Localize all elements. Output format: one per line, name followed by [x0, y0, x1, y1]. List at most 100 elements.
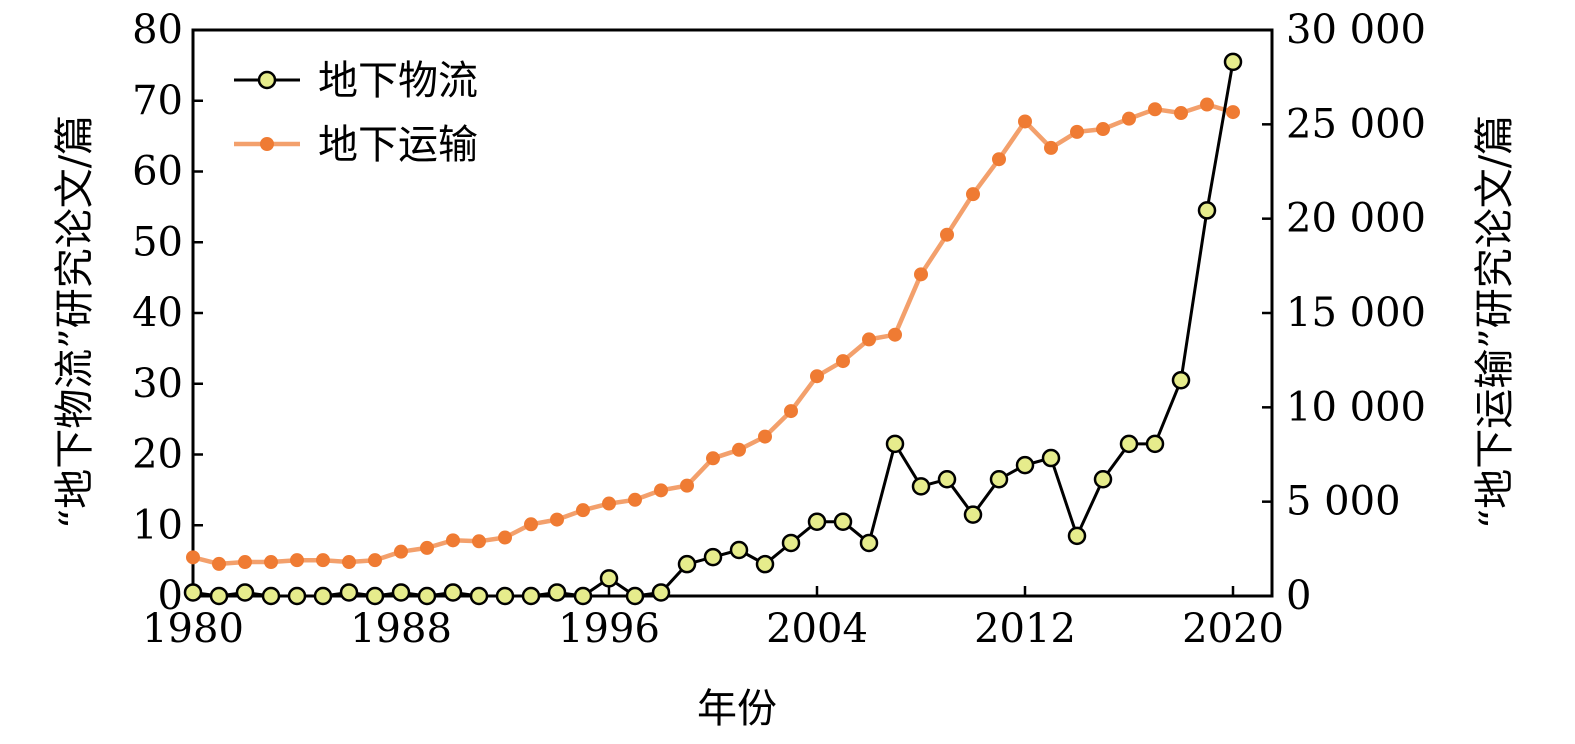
data-point [989, 470, 1009, 489]
data-point [209, 586, 229, 606]
data-point [521, 586, 541, 606]
data-point [992, 152, 1006, 167]
legend-label: 地下运输 [318, 122, 478, 168]
data-point [573, 586, 593, 606]
data-point [833, 512, 853, 531]
data-point [758, 429, 772, 444]
data-point [706, 451, 720, 466]
data-point [602, 496, 616, 511]
data-point [1015, 455, 1035, 475]
x-tick-label: 1996 [558, 606, 660, 652]
data-point [261, 586, 281, 606]
y-left-tick-label: 30 [132, 361, 183, 407]
data-point [885, 434, 905, 454]
y-left-tick-label: 60 [132, 149, 183, 195]
data-point [547, 583, 567, 602]
data-point [368, 553, 382, 568]
data-point [394, 544, 408, 559]
data-point [342, 555, 356, 570]
data-point [654, 483, 668, 498]
data-point [703, 547, 723, 567]
data-point [1200, 97, 1214, 112]
data-point [443, 583, 463, 602]
data-point [264, 555, 278, 570]
data-point [576, 503, 590, 518]
x-axis-title: 年份 [697, 686, 777, 732]
data-point [651, 583, 671, 602]
y-left-tick-label: 20 [132, 432, 183, 478]
data-point [1197, 201, 1217, 220]
y-right-tick-label: 25 000 [1286, 101, 1426, 147]
legend-marker [257, 70, 277, 90]
data-point [625, 586, 645, 606]
data-point [212, 556, 226, 571]
data-point [784, 404, 798, 419]
data-point [599, 569, 619, 588]
data-point [524, 517, 538, 532]
data-point [732, 442, 746, 457]
y-left-tick-label: 40 [132, 290, 183, 336]
data-point [238, 555, 252, 570]
data-point [550, 512, 564, 527]
data-point [1223, 52, 1243, 72]
data-point [420, 540, 434, 555]
data-point [755, 554, 775, 574]
y-right-tick-label: 5 000 [1286, 479, 1401, 525]
data-point [1018, 114, 1032, 129]
y-right-tick-label: 15 000 [1286, 290, 1426, 336]
data-point [911, 477, 931, 496]
y-axis-left-title: “地下物流”研究论文/篇 [52, 115, 98, 529]
data-point [807, 512, 827, 531]
x-tick-label: 1988 [350, 606, 452, 652]
data-point [316, 553, 330, 568]
data-point [391, 583, 411, 602]
data-point [628, 492, 642, 507]
y-left-tick-label: 0 [158, 573, 183, 619]
plot-frame [191, 28, 1274, 598]
y-right-tick-label: 10 000 [1286, 384, 1426, 430]
data-point [677, 554, 697, 574]
data-point [1119, 434, 1139, 454]
y-axis-right-title: “地下运输”研究论文/篇 [1472, 115, 1518, 529]
data-point [365, 586, 385, 606]
data-point [1041, 448, 1061, 468]
data-point [836, 354, 850, 369]
y-right-tick-label: 0 [1286, 573, 1311, 619]
data-point [914, 267, 928, 282]
legend-marker [260, 137, 274, 151]
series-layer [183, 52, 1243, 606]
data-point [1145, 434, 1165, 454]
data-point [1226, 105, 1240, 120]
data-point [498, 530, 512, 545]
data-point [810, 369, 824, 384]
x-tick-label: 1980 [142, 606, 244, 652]
y-left-tick-label: 50 [132, 219, 183, 265]
data-point [290, 553, 304, 568]
data-point [495, 586, 515, 606]
data-point [235, 583, 255, 602]
data-point [1174, 106, 1188, 121]
data-point [183, 583, 203, 602]
x-tick-label: 2020 [1182, 606, 1284, 652]
data-point [1044, 140, 1058, 155]
data-point [888, 327, 902, 342]
data-point [781, 533, 801, 553]
data-point [940, 227, 954, 242]
y-left-tick-label: 80 [132, 7, 183, 53]
data-point [186, 550, 200, 565]
data-point [729, 540, 749, 560]
data-point [1096, 122, 1110, 137]
data-point [1148, 102, 1162, 117]
x-tick-label: 2012 [974, 606, 1076, 652]
data-point [1093, 470, 1113, 489]
data-point [1070, 124, 1084, 139]
y-right-tick-label: 30 000 [1286, 7, 1426, 53]
legend-label: 地下物流 [318, 58, 478, 104]
x-tick-label: 2004 [766, 606, 868, 652]
y-right-tick-label: 20 000 [1286, 196, 1426, 242]
data-point [966, 187, 980, 202]
data-point [469, 586, 489, 606]
axes: 1980 1988 1996 2004 2012 20200102030405060708… [132, 7, 1426, 652]
